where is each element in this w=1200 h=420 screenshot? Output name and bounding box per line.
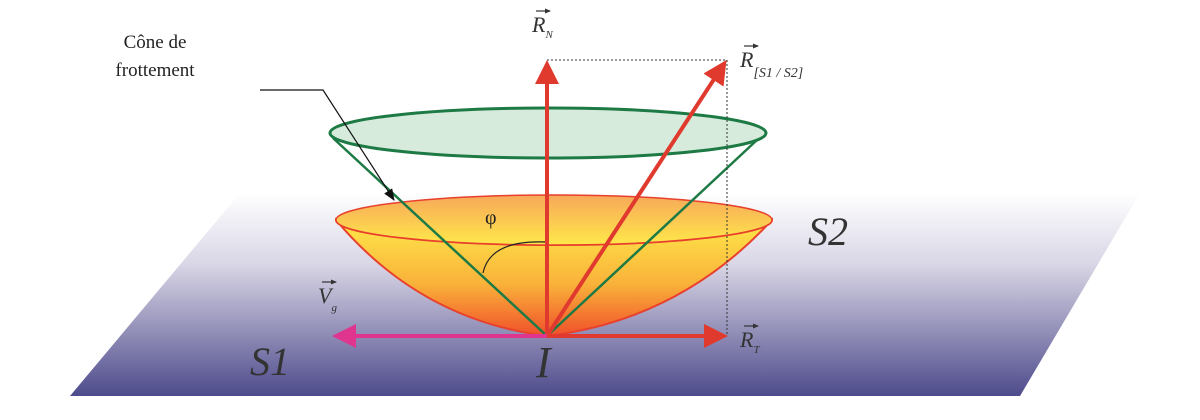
label-resultant: R[S1 / S2] bbox=[739, 47, 803, 81]
friction-cone-right bbox=[546, 139, 758, 337]
solid-s2-top bbox=[335, 194, 773, 246]
cone-caption-line2: frottement bbox=[115, 60, 195, 81]
label-tangential-reaction: RT bbox=[739, 327, 760, 356]
cone-leader-line bbox=[260, 89, 395, 202]
label-sliding-velocity: Vg bbox=[318, 283, 337, 314]
projection-lines bbox=[547, 59, 728, 336]
cone-caption-line1: Cône de bbox=[124, 32, 187, 53]
label-angle: φ bbox=[485, 207, 497, 229]
friction-cone-left bbox=[332, 137, 548, 337]
label-solid-2: S2 bbox=[808, 209, 848, 254]
label-contact-point: I bbox=[535, 338, 553, 387]
angle-arc bbox=[482, 241, 546, 274]
label-solid-1: S1 bbox=[250, 339, 290, 384]
label-normal-reaction: RN bbox=[531, 12, 553, 41]
resultant-arrow bbox=[545, 59, 727, 338]
